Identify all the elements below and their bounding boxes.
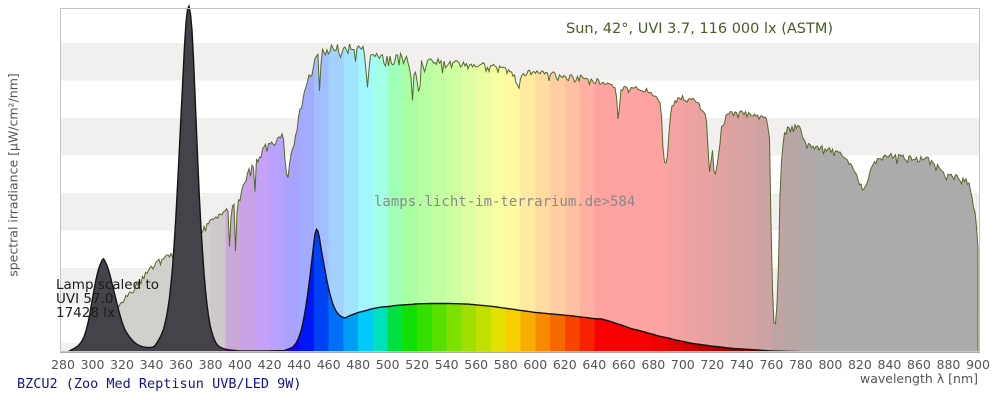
y-axis-label: spectral irradiance [µW/cm²/nm] (5, 73, 21, 277)
x-tick-label-420: 420 (257, 357, 282, 372)
lamp-annotation-line2: UVI 57.0 (56, 291, 114, 307)
watermark-text: lamps.licht-im-terrarium.de>584 (374, 194, 636, 210)
lamp-name-label: BZCU2 (Zoo Med Reptisun UVB/LED 9W) (17, 376, 302, 392)
x-tick-label-400: 400 (228, 357, 253, 372)
x-tick-label-500: 500 (375, 357, 400, 372)
x-tick-label-560: 560 (464, 357, 489, 372)
x-tick-label-360: 360 (169, 357, 193, 372)
x-tick-label-440: 440 (287, 357, 312, 372)
x-tick-label-520: 520 (405, 357, 430, 372)
x-axis-label: wavelength λ [nm] (859, 371, 978, 386)
x-tick-label-700: 700 (670, 357, 695, 372)
x-tick-label-680: 680 (641, 357, 666, 372)
x-tick-label-720: 720 (700, 357, 725, 372)
lamp-annotation-line1: Lamp scaled to (56, 277, 160, 293)
sun-spectrum-area (63, 43, 978, 353)
x-tick-label-320: 320 (110, 357, 134, 372)
x-tick-label-460: 460 (316, 357, 341, 372)
x-tick-label-600: 600 (523, 357, 548, 372)
sun-reference-label: Sun, 42°, UVI 3.7, 116 000 lx (ASTM) (566, 21, 834, 37)
x-tick-label-280: 280 (51, 357, 75, 372)
x-tick-label-540: 540 (434, 357, 459, 372)
x-tick-label-840: 840 (877, 357, 902, 372)
x-tick-label-820: 820 (847, 357, 872, 372)
x-tick-label-380: 380 (198, 357, 223, 372)
x-tick-label-340: 340 (139, 357, 164, 372)
x-tick-label-580: 580 (493, 357, 518, 372)
sun-spectrum-outline (63, 43, 979, 353)
x-tick-label-480: 480 (346, 357, 371, 372)
x-tick-label-300: 300 (80, 357, 105, 372)
x-tick-label-640: 640 (582, 357, 607, 372)
lamp-scaling-annotation: Lamp scaled to UVI 57.0 17428 lx (56, 278, 159, 320)
x-tick-label-860: 860 (907, 357, 931, 372)
x-tick-label-760: 760 (759, 357, 784, 372)
x-tick-label-620: 620 (552, 357, 577, 372)
x-tick-label-740: 740 (729, 357, 754, 372)
lamp-annotation-line3: 17428 lx (56, 305, 115, 321)
x-tick-label-880: 880 (936, 357, 961, 372)
x-tick-label-780: 780 (788, 357, 813, 372)
x-tick-label-660: 660 (611, 357, 636, 372)
x-tick-label-800: 800 (818, 357, 843, 372)
x-tick-label-900: 900 (966, 357, 990, 372)
